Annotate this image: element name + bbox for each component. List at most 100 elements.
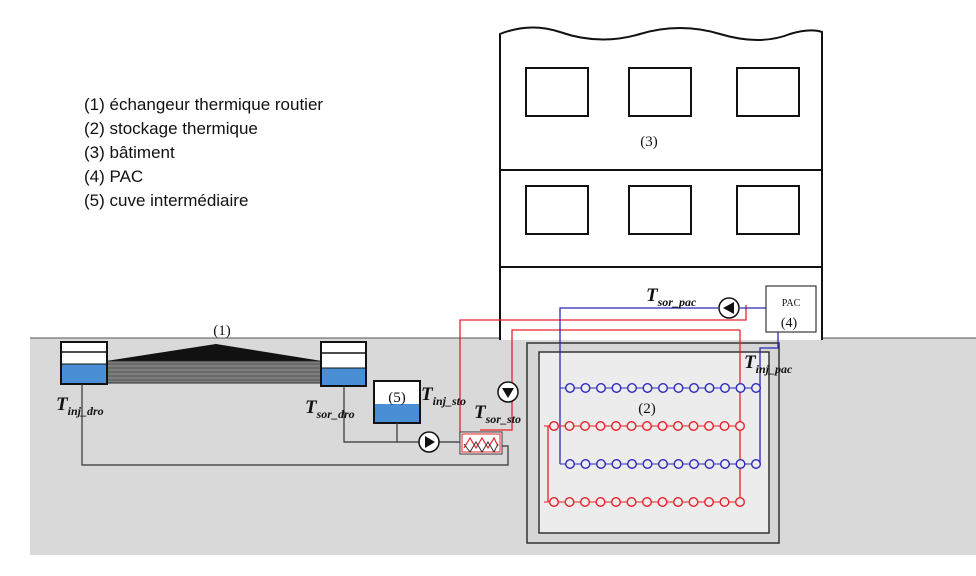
coil-pipe-section [595, 421, 606, 432]
temp-label-sor-dro: Tsor_dro [305, 397, 355, 421]
coil-pipe-section [751, 383, 762, 394]
coil-pipe-section [673, 421, 684, 432]
coil-pipe-section [596, 459, 607, 470]
return-pipe [81, 384, 509, 466]
coil-pipe-section [751, 459, 762, 470]
heat-pump-label: PAC [782, 298, 801, 309]
coil-pipe-section [673, 459, 684, 470]
coil-pipe-section [658, 459, 669, 470]
coil-pipe-section [549, 497, 560, 508]
legend-item-intermediate-tank: (5) cuve intermédiaire [84, 191, 249, 210]
coil-pipe-section [565, 459, 576, 470]
coil-pipe-section [673, 497, 684, 508]
coil-pipe-section [642, 421, 653, 432]
coil-pipe-section [611, 459, 622, 470]
coil-pipe-section [688, 497, 699, 508]
coil-pipe-section [549, 421, 560, 432]
temp-label-inj-sto: Tinj_sto [421, 384, 466, 408]
road-embankment [106, 344, 322, 361]
coil-pipe-section [611, 421, 622, 432]
hot-pipe [511, 329, 740, 392]
coil-pipe-section [735, 459, 746, 470]
pump-icon [418, 431, 440, 453]
coil-pipe-section [735, 383, 746, 394]
coil-pipe-section [689, 459, 700, 470]
coil-pipe-section [719, 421, 730, 432]
pump-icon [718, 297, 740, 319]
building: (3) [499, 26, 823, 340]
coil-pipe-section [627, 383, 638, 394]
coil-pipe-section [564, 497, 575, 508]
coil-pipe-section [611, 497, 622, 508]
legend-item-heat-pump: (4) PAC [84, 167, 144, 186]
heat-pump-box [765, 285, 817, 333]
intermediate-tank: (5) [373, 380, 421, 424]
tank-pipe [343, 386, 419, 443]
building-outline [499, 26, 823, 340]
coil-pipe-section [688, 421, 699, 432]
building-window [628, 185, 692, 235]
legend-item-road-exchanger: (1) échangeur thermique routier [84, 95, 324, 114]
coil-pipe-section [565, 383, 576, 394]
tank-label: (5) [388, 390, 406, 406]
coil-pipe-section [735, 497, 746, 508]
temp-label-inj-pac: Tinj_pac [744, 352, 793, 376]
coil-pipe-section [596, 383, 607, 394]
pump-icon [497, 381, 519, 403]
cold-pipe-network [559, 307, 779, 464]
coil-pipe-section [626, 421, 637, 432]
coil-pipe-section [626, 497, 637, 508]
coil-pipe-section [704, 459, 715, 470]
coil-pipe-section [611, 383, 622, 394]
coil-pipe-section [704, 497, 715, 508]
cold-pipe [559, 307, 718, 464]
coil-pipe-section [657, 497, 668, 508]
heat-pump-number: (4) [781, 316, 798, 331]
coil-pipe-section [580, 421, 591, 432]
legend-item-thermal-storage: (2) stockage thermique [84, 119, 258, 138]
building-window [525, 185, 589, 235]
coil-pipe-section [580, 383, 591, 394]
coil-pipe-section [704, 383, 715, 394]
coil-pipe-section [735, 421, 746, 432]
storage-label: (2) [638, 401, 656, 417]
cold-pipe [759, 332, 779, 464]
building-label: (3) [640, 134, 658, 150]
road-exchanger: (1) [105, 323, 323, 384]
temp-label-sor-pac: Tsor_pac [646, 285, 697, 309]
coil-pipe-section [642, 383, 653, 394]
coil-pipe-section [704, 421, 715, 432]
coil-pipe-section [689, 383, 700, 394]
coil-pipe-section [720, 383, 731, 394]
coil-pipe-section [642, 459, 653, 470]
inlet-manifold [60, 341, 108, 385]
coil-pipe-section [719, 497, 730, 508]
ground-pipes [81, 384, 509, 466]
building-window [736, 67, 800, 117]
coil-pipe-section [564, 421, 575, 432]
storage-coils [544, 383, 762, 508]
coil-pipe-section [595, 497, 606, 508]
hot-pipe [459, 305, 747, 440]
coil-pipe-section [720, 459, 731, 470]
road-pipe-layer [105, 360, 323, 384]
building-window [736, 185, 800, 235]
building-window [628, 67, 692, 117]
temp-label-inj-dro: Tinj_dro [56, 394, 104, 418]
storage-inner [538, 351, 770, 534]
outlet-manifold [320, 341, 367, 387]
coil-pipe-section [627, 459, 638, 470]
coil-pipe-section [673, 383, 684, 394]
coil-pipe-section [657, 421, 668, 432]
road-exchanger-label: (1) [213, 323, 231, 339]
hot-pipe [480, 392, 513, 431]
coil-pipe-section [642, 497, 653, 508]
legend-item-building: (3) bâtiment [84, 143, 175, 162]
building-window [525, 67, 589, 117]
plate-heat-exchanger [459, 431, 503, 455]
hot-pipe-network [459, 305, 747, 502]
legend: (1) échangeur thermique routier (2) stoc… [84, 93, 323, 213]
coil-pipe-section [580, 459, 591, 470]
coil-pipe-section [580, 497, 591, 508]
